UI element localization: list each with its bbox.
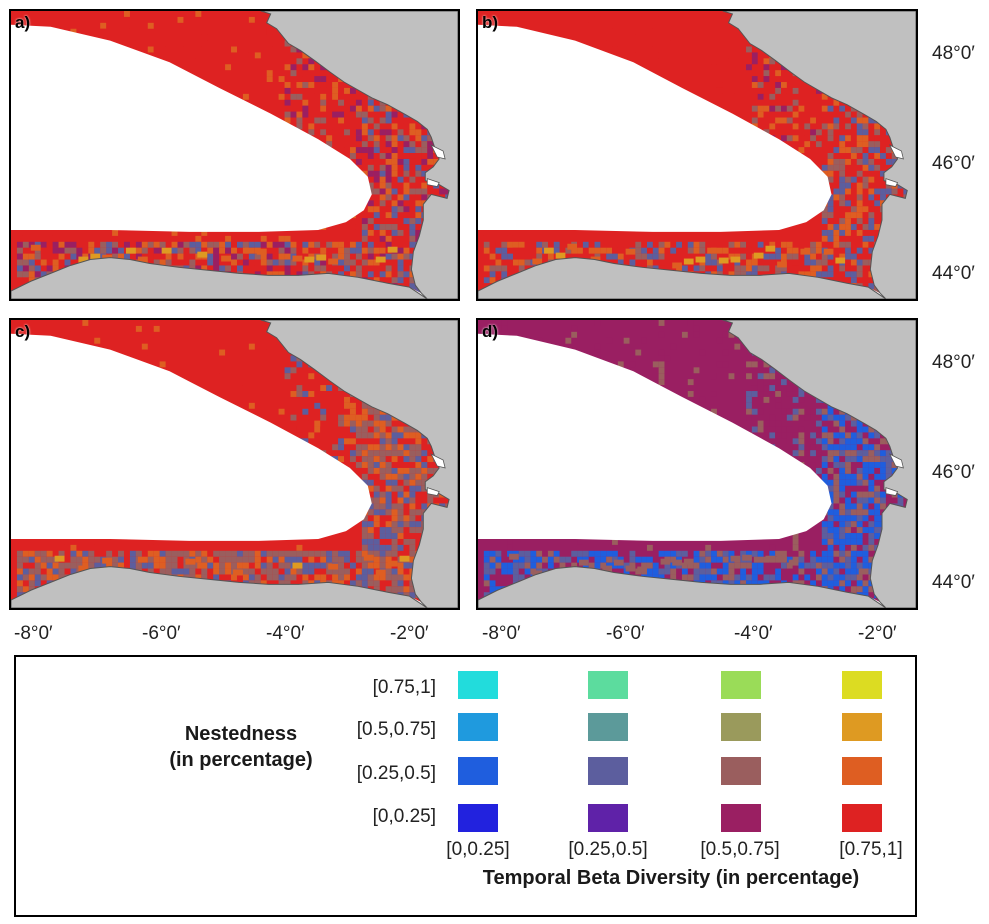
lon-label-4: -4°0′ xyxy=(266,623,305,644)
map-panel-d: d) xyxy=(476,318,918,610)
legend-swatch xyxy=(842,804,882,832)
nestedness-level-label: [0.25,0.5] xyxy=(356,763,436,784)
legend-swatch xyxy=(721,713,761,741)
legend-swatch xyxy=(842,713,882,741)
legend-swatch xyxy=(588,713,628,741)
color-legend: Nestedness (in percentage) [0.75,1] [0.5… xyxy=(14,655,917,917)
panel-label-c: c) xyxy=(15,322,31,341)
nestedness-level-label: [0,0.25] xyxy=(372,806,436,827)
panel-label-d: d) xyxy=(482,322,499,341)
legend-swatch xyxy=(458,671,498,699)
lat-label-44: 44°0′ xyxy=(932,263,975,284)
legend-swatch xyxy=(721,671,761,699)
lon-label-8: -8°0′ xyxy=(482,623,521,644)
lon-label-2: -2°0′ xyxy=(390,623,429,644)
legend-swatch xyxy=(588,757,628,785)
legend-swatch xyxy=(588,671,628,699)
legend-swatch xyxy=(458,713,498,741)
panel-label-b: b) xyxy=(482,13,499,32)
lon-label-8: -8°0′ xyxy=(14,623,53,644)
legend-swatch xyxy=(721,804,761,832)
legend-beta-diversity-title: Temporal Beta Diversity (in percentage) xyxy=(482,867,860,889)
legend-nestedness-title: Nestedness (in percentage) xyxy=(161,721,321,773)
map-a xyxy=(11,11,458,299)
map-panel-a: a) xyxy=(9,9,460,301)
lon-label-2: -2°0′ xyxy=(858,623,897,644)
map-c xyxy=(11,320,458,608)
beta-level-label: [0.5,0.75] xyxy=(700,839,780,860)
nestedness-title-line: Nestedness xyxy=(184,723,298,745)
beta-level-label: [0,0.25] xyxy=(446,839,510,860)
panel-label-a: a) xyxy=(15,13,31,32)
legend-swatch xyxy=(842,757,882,785)
legend-swatch xyxy=(458,757,498,785)
nestedness-subtitle-line: (in percentage) xyxy=(169,749,313,771)
lon-label-6: -6°0′ xyxy=(606,623,645,644)
legend-swatch xyxy=(721,757,761,785)
map-d xyxy=(478,320,916,608)
legend-swatch xyxy=(458,804,498,832)
map-b xyxy=(478,11,916,299)
map-panel-c: c) xyxy=(9,318,460,610)
beta-level-label: [0.25,0.5] xyxy=(568,839,648,860)
lat-label-48: 48°0′ xyxy=(932,352,975,373)
lat-label-46: 46°0′ xyxy=(932,153,975,174)
nestedness-level-label: [0.75,1] xyxy=(372,677,436,698)
beta-level-label: [0.75,1] xyxy=(839,839,903,860)
lat-label-44: 44°0′ xyxy=(932,572,975,593)
legend-swatch xyxy=(588,804,628,832)
lat-label-46: 46°0′ xyxy=(932,462,975,483)
lat-label-48: 48°0′ xyxy=(932,43,975,64)
lon-label-6: -6°0′ xyxy=(142,623,181,644)
nestedness-level-label: [0.5,0.75] xyxy=(356,719,436,740)
lon-label-4: -4°0′ xyxy=(734,623,773,644)
map-panel-b: b) xyxy=(476,9,918,301)
legend-swatch xyxy=(842,671,882,699)
